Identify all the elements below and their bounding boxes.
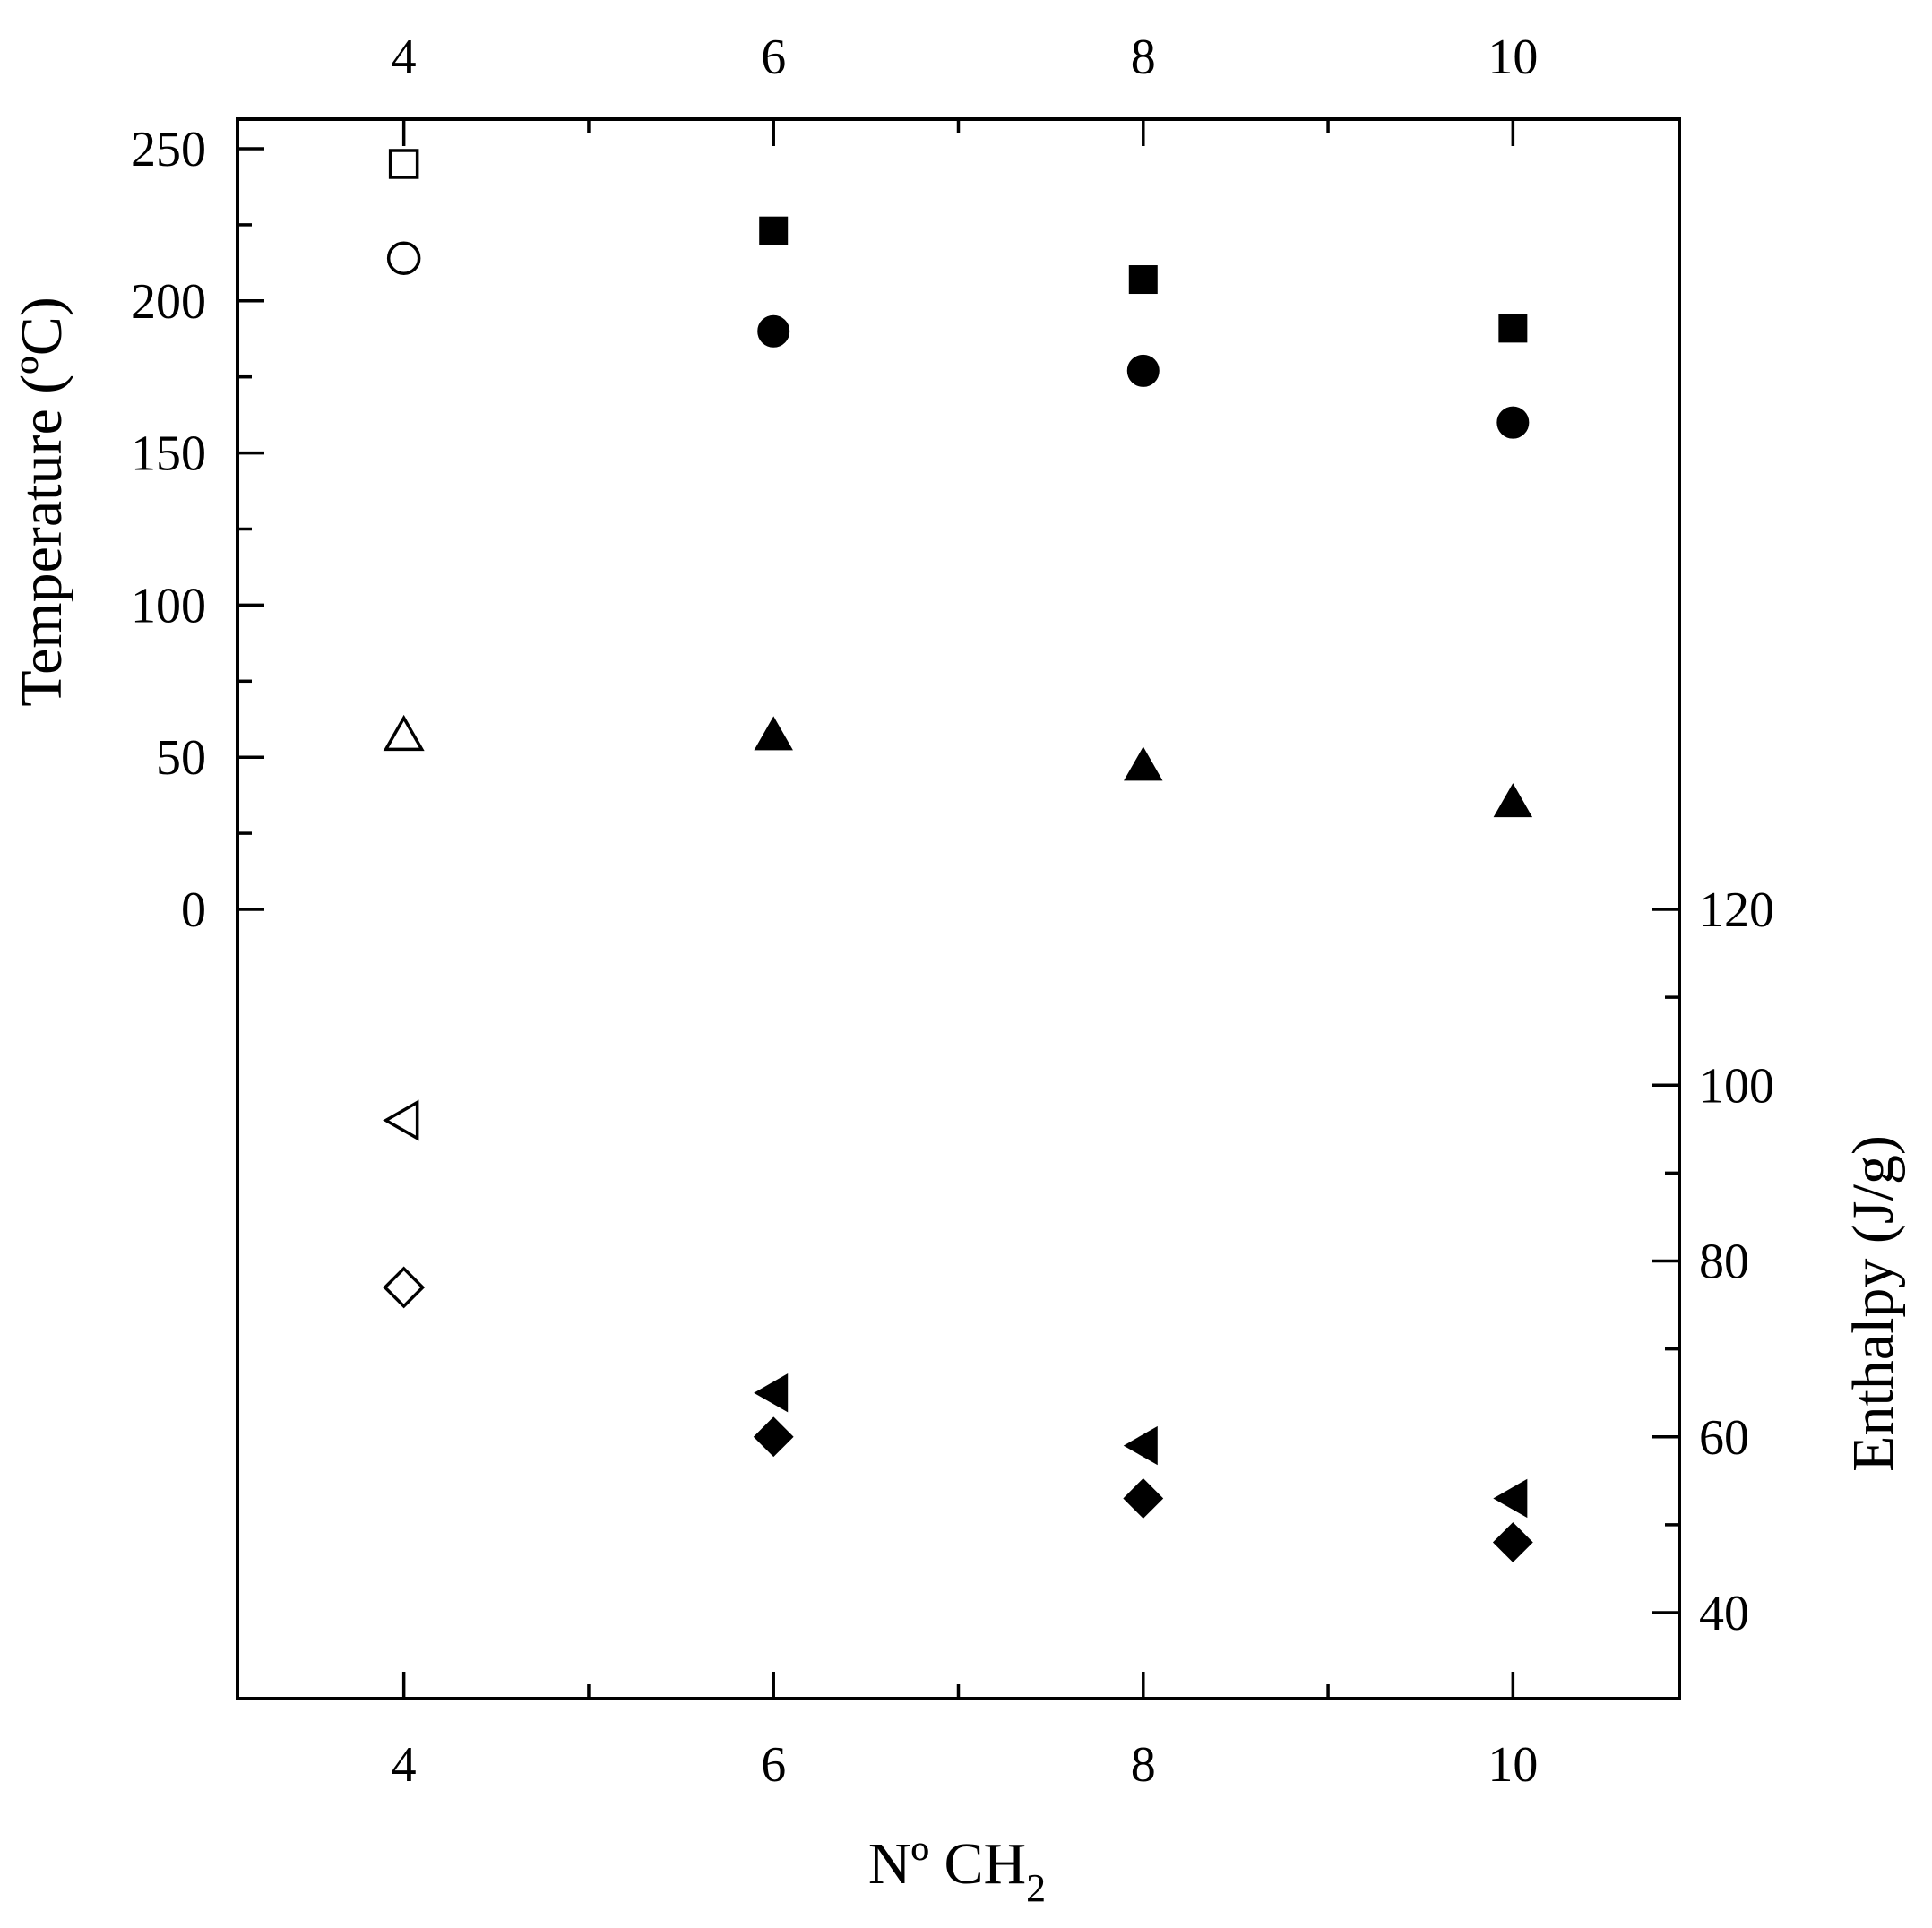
axis-ticks [237,119,1679,1699]
x-tick-label-top: 10 [1488,30,1538,85]
diamond-marker-filled [753,1416,794,1458]
triangle-left-marker-filled [754,1373,789,1413]
diamond-marker-filled [1123,1478,1164,1519]
circle-marker-open [386,241,421,276]
circle-marker-filled [1496,406,1530,439]
x-tick-label-bottom: 6 [761,1737,786,1793]
square-marker-filled [1498,314,1528,343]
y-left-tick-label: 0 [181,882,206,938]
y-right-tick-label: 80 [1699,1235,1749,1290]
triangle-up-marker-filled [1493,783,1533,818]
y-left-tick-label: 200 [131,274,206,330]
square-marker-filled [759,216,789,245]
x-tick-label-bottom: 8 [1131,1737,1156,1793]
data-markers [383,149,1533,1562]
diamond-marker-filled [1492,1522,1533,1562]
x-tick-label-top: 4 [392,30,417,85]
y-right-tick-label: 120 [1699,882,1774,938]
triangle-left-marker-open [383,1099,419,1141]
y-left-tick-label: 100 [131,578,206,633]
y-left-tick-label: 150 [131,426,206,482]
triangle-left-marker-filled [1493,1478,1528,1519]
y-left-tick-label: 250 [131,122,206,177]
plot-frame [236,117,1681,1700]
triangle-up-marker-open [383,714,425,752]
x-tick-label-bottom: 10 [1488,1737,1538,1793]
x-axis-label-main: Nº CH [868,1831,1026,1897]
x-tick-label-top: 8 [1131,30,1156,85]
x-tick-label-top: 6 [761,30,786,85]
x-axis-label: Nº CH2 [868,1831,1046,1910]
square-marker-filled [1128,265,1158,295]
circle-marker-filled [1126,354,1160,387]
y-left-axis-label: Temperature (ºC) [9,297,74,706]
y-right-tick-label: 40 [1699,1586,1749,1641]
diamond-marker-open [383,1266,426,1309]
triangle-left-marker-filled [1123,1425,1158,1466]
square-marker-open [388,149,419,179]
circle-marker-filled [757,314,790,348]
triangle-up-marker-filled [754,716,793,751]
y-right-tick-label: 100 [1699,1058,1774,1114]
y-right-tick-label: 60 [1699,1410,1749,1466]
x-tick-label-bottom: 4 [392,1737,417,1793]
x-axis-label-subscript: 2 [1026,1866,1046,1910]
triangle-up-marker-filled [1124,746,1163,781]
y-right-axis-label: Enthalpy (J/g) [1841,1135,1906,1472]
y-left-tick-label: 50 [156,730,206,786]
